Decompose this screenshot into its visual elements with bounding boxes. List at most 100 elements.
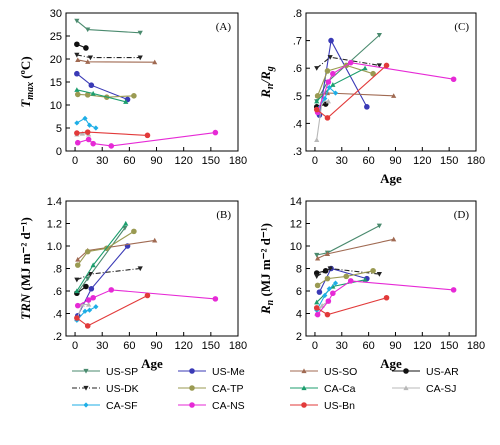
x-tick-label: 30 (96, 340, 108, 352)
y-tick-label: 10 (290, 241, 302, 253)
x-tick-label: 150 (202, 155, 220, 167)
legend-label: US-Me (212, 366, 245, 378)
x-tick-label: 30 (96, 155, 108, 167)
data-point (74, 315, 80, 321)
legend-item-ca-ca: CA-Ca (290, 383, 356, 395)
legend-marker (403, 368, 409, 374)
data-point (325, 79, 332, 85)
series-us-bn (74, 292, 151, 329)
y-tick-label: 20 (50, 54, 62, 66)
data-point (85, 59, 91, 64)
y-tick-label: .5 (293, 91, 302, 103)
series-ca-tp (314, 267, 376, 289)
data-point (83, 283, 89, 290)
data-point (84, 323, 91, 329)
y-tick-label: 2 (296, 331, 302, 343)
data-point (123, 99, 129, 104)
series-line (77, 230, 135, 266)
x-tick-label: 180 (467, 155, 485, 167)
y-axis-label: Tmax (ºC) (18, 56, 36, 107)
data-point (314, 98, 320, 104)
data-point (314, 299, 320, 305)
legend-marker (83, 402, 89, 408)
series-us-dk (314, 55, 382, 71)
x-tick-label: 90 (150, 155, 162, 167)
y-axis-label-unit: (ºC) (18, 56, 33, 82)
legend-item-us-bn: US-Bn (290, 400, 355, 412)
x-axis-label: Age (380, 356, 402, 371)
panel-label: (A) (216, 21, 232, 33)
legend-marker (189, 385, 195, 391)
y-axis-label: TRN (MJ m⁻² d⁻¹) (18, 217, 33, 320)
data-point (108, 143, 115, 149)
series-line (317, 270, 374, 286)
data-point (74, 18, 80, 24)
x-axis-label: Age (141, 356, 163, 371)
plot-frame (65, 200, 239, 337)
series-line (317, 64, 374, 97)
data-point (314, 311, 321, 318)
series-line (76, 117, 97, 129)
y-tick-label: .3 (293, 146, 302, 158)
y-tick-label: 30 (50, 8, 62, 20)
y-axis-label: Rn/Rg (258, 66, 276, 99)
legend-marker (301, 368, 307, 374)
data-point (90, 140, 96, 147)
data-point (74, 41, 80, 48)
data-point (327, 55, 333, 60)
series-us-bn (313, 294, 390, 318)
data-point (84, 248, 91, 255)
y-tick-label: 6 (296, 286, 302, 298)
series-ca-tp (314, 62, 376, 99)
series-ca-ns (74, 129, 219, 149)
data-point (376, 272, 382, 277)
legend-label: CA-TP (212, 383, 244, 395)
x-tick-label: 150 (440, 155, 458, 167)
y-tick-label: .8 (293, 8, 302, 20)
data-point (376, 223, 382, 229)
y-tick-label: .8 (53, 264, 62, 276)
series-line (76, 306, 97, 321)
data-point (152, 237, 158, 243)
data-point (324, 68, 331, 74)
series-us-sp (314, 223, 382, 258)
data-point (79, 301, 85, 307)
series-us-bn (313, 62, 390, 121)
data-point (86, 122, 93, 128)
data-point (85, 297, 92, 303)
data-point (315, 255, 321, 261)
series-line (76, 20, 141, 34)
series-ca-ca (74, 220, 129, 294)
data-point (88, 82, 95, 89)
y-tick-label: 10 (50, 100, 62, 112)
data-point (370, 70, 376, 77)
x-tick-label: 30 (336, 340, 348, 352)
legend-item-ca-sj: CA-SJ (392, 383, 456, 395)
data-point (74, 52, 80, 58)
data-point (316, 289, 323, 295)
x-tick-label: 0 (312, 155, 318, 167)
data-point (326, 84, 332, 91)
data-point (74, 70, 80, 77)
x-tick-label: 0 (72, 340, 78, 352)
plot-frame (65, 12, 239, 152)
data-point (391, 93, 397, 98)
y-tick-label: 25 (50, 31, 62, 43)
data-point (212, 129, 219, 136)
data-point (347, 59, 354, 66)
y-axis-label-sub: max (25, 82, 36, 100)
data-point (74, 130, 80, 136)
data-point (327, 266, 333, 272)
y-tick-label: 0 (56, 146, 62, 158)
y-tick-label: .4 (53, 309, 62, 321)
y-axis-label-main: R (258, 89, 273, 99)
y-axis-label-main: T (18, 99, 33, 108)
data-point (84, 92, 91, 98)
data-point (324, 115, 331, 121)
y-tick-label: 1.2 (47, 219, 62, 231)
data-point (376, 33, 382, 38)
legend-label: US-AR (426, 366, 459, 378)
data-point (330, 290, 336, 297)
panel-label: (D) (454, 209, 470, 221)
data-point (324, 251, 331, 256)
